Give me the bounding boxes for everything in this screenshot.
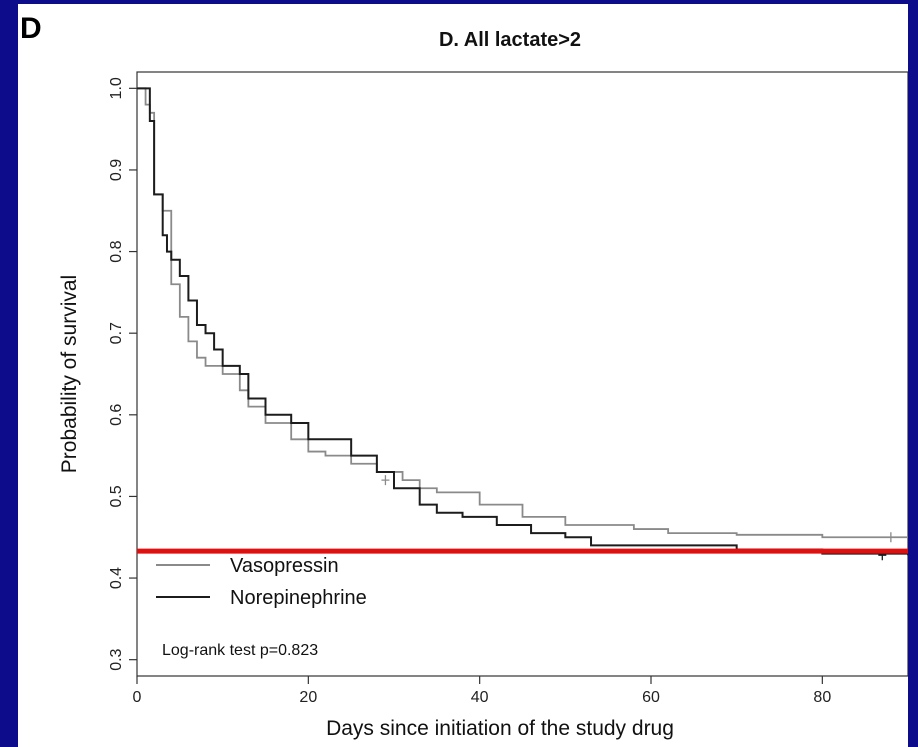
y-tick-label: 0.3 <box>108 648 125 670</box>
y-tick-label: 0.9 <box>108 159 125 181</box>
legend-label-vasopressin: Vasopressin <box>230 555 339 577</box>
survival-chart: D D. All lactate>2 0 20 40 60 80 0.30.40.50.… <box>20 12 908 740</box>
x-axis: 0 20 40 60 80 <box>133 676 831 706</box>
x-tick-label: 60 <box>642 689 660 706</box>
legend: Vasopressin Norepinephrine <box>156 555 367 609</box>
series-line-vasopressin <box>137 87 908 539</box>
y-tick-label: 1.0 <box>108 77 125 99</box>
y-axis-title: Probability of survival <box>58 275 81 473</box>
x-tick-label: 0 <box>133 689 142 706</box>
figure-panel: D D. All lactate>2 0 20 40 60 80 0.3 0.4 0.5 0.… <box>18 4 908 747</box>
y-axis: 0.3 0.4 0.5 0.6 0.7 0.8 0.9 1.0 <box>108 77 137 671</box>
chart-title: D. All lactate>2 <box>439 29 581 51</box>
y-tick-label: 0.4 <box>108 567 125 589</box>
y-tick-label: 0.6 <box>108 404 125 426</box>
x-tick-label: 80 <box>813 689 831 706</box>
series-line-norepinephrine <box>137 87 908 556</box>
log-rank-annotation: Log-rank test p=0.823 <box>162 642 318 659</box>
y-tick-label: 0.7 <box>108 322 125 344</box>
series-layer <box>137 87 908 561</box>
x-tick-label: 20 <box>299 689 317 706</box>
x-tick-label: 40 <box>471 689 489 706</box>
censor-mark-vasopressin <box>381 475 390 486</box>
legend-label-norepinephrine: Norepinephrine <box>230 587 367 609</box>
y-tick-label: 0.8 <box>108 240 125 262</box>
x-axis-title: Days since initiation of the study drug <box>326 717 674 740</box>
panel-letter: D <box>20 12 42 45</box>
plot-frame <box>136 71 908 677</box>
censor-mark-vasopressin <box>886 532 895 543</box>
y-tick-label: 0.5 <box>108 485 125 507</box>
